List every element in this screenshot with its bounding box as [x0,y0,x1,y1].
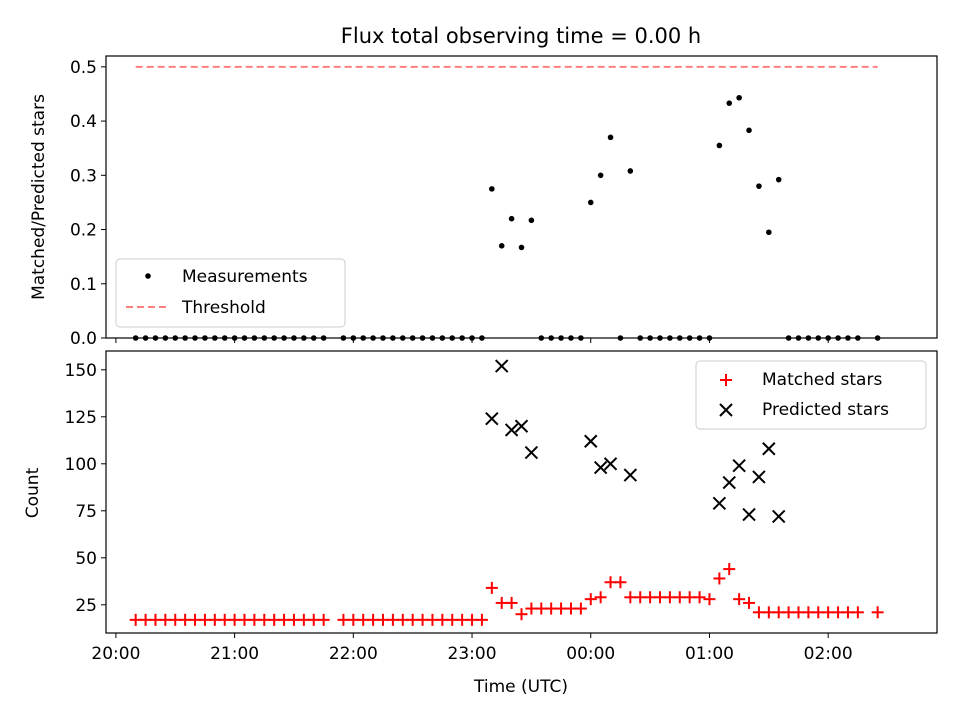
predicted-stars-point [495,359,509,373]
matched-stars-point [475,613,488,626]
matched-stars-point [723,563,736,576]
y-tick-label: 75 [75,502,97,522]
measurement-point [498,243,505,249]
y-tick-label: 50 [75,549,97,569]
y-tick-label: 150 [65,361,97,381]
bottom-legend-box [695,360,927,430]
y-tick-label: 0.4 [70,112,97,132]
bottom-x-ticks: 20:00 21:00 22:00 23:00 00:00 01:00 02:00 [91,633,853,664]
legend-matched-label: Matched stars [762,370,882,390]
y-tick-label: 0.3 [70,166,97,186]
y-tick-label: 25 [75,596,97,616]
measurement-point [726,100,733,106]
predicted-stars-point [712,496,727,510]
matched-stars-point [317,613,330,626]
bottom-panel: 25 50 75 100 125 150 20:00 21:00 22:00 23:00 00:0… [23,350,938,697]
measurement-point [766,229,772,236]
measurement-point [736,94,742,101]
predicted-stars-point [732,458,746,473]
bottom-plot-content [129,359,884,626]
top-y-axis-label: Matched/Predicted stars [29,94,49,300]
matched-stars-point [594,591,607,604]
x-tick-label: 20:00 [91,644,140,664]
predicted-stars-point [722,475,736,490]
y-tick-label: 0.2 [70,221,97,241]
measurement-point [746,127,752,134]
matched-stars-point [733,593,746,606]
x-tick-label: 02:00 [804,644,853,664]
top-x-ticks [115,338,829,343]
measurement-point [627,168,634,174]
legend-predicted-marker [719,403,733,417]
legend-measurements-marker [145,273,151,279]
y-tick-label: 100 [65,455,97,475]
measurement-point [597,172,604,179]
measurement-point [508,215,515,222]
legend-predicted-label: Predicted stars [762,400,889,420]
predicted-stars-point [485,411,499,426]
x-tick-label: 22:00 [329,644,378,664]
top-legend: Measurements Threshold [115,258,346,328]
measurement-point [518,244,525,251]
predicted-stars-point [752,470,766,484]
x-axis-label: Time (UTC) [473,677,568,697]
matched-stars-point [713,572,726,585]
measurement-point [607,134,614,141]
legend-measurements-label: Measurements [182,267,308,287]
x-tick-label: 01:00 [685,644,734,664]
matched-stars-point [693,591,706,604]
legend-matched-marker [720,374,732,386]
predicted-stars-point [603,457,618,471]
top-legend-box [115,258,346,328]
measurement-point [775,176,782,183]
top-plot-content [132,65,881,341]
matched-stars-point [871,606,884,619]
predicted-stars-point [593,460,608,475]
x-tick-label: 00:00 [566,644,615,664]
matched-stars-point [584,593,597,606]
measurement-point [489,186,495,192]
top-y-ticks: 0.0 0.1 0.2 0.3 0.4 0.5 [70,58,106,349]
y-tick-label: 0.0 [70,329,97,349]
predicted-stars-point [504,423,519,437]
matched-stars-point [505,596,518,609]
matched-stars-point [851,606,864,619]
bottom-y-axis-label: Count [23,467,43,518]
predicted-stars-point [524,445,539,460]
measurement-point [756,183,762,189]
bottom-legend: Matched stars Predicted stars [695,360,927,430]
measurement-point [716,142,723,149]
matched-stars-point [703,593,716,606]
predicted-stars-point [772,509,786,524]
y-tick-label: 0.5 [70,58,97,78]
matched-stars-point [485,581,498,594]
y-tick-label: 0.1 [70,275,97,295]
chart-title: Flux total observing time = 0.00 h [341,24,701,48]
top-axes-frame [105,55,938,339]
predicted-stars-point [514,419,529,433]
bottom-axes-frame [105,350,938,634]
legend-threshold-label: Threshold [181,298,266,318]
x-tick-label: 23:00 [448,644,497,664]
matched-stars-point [515,608,528,621]
predicted-stars-point [584,434,598,448]
predicted-stars-point [762,442,776,456]
matched-stars-point [743,596,756,609]
matched-stars-point [574,602,587,615]
y-tick-label: 125 [65,408,97,428]
x-tick-label: 21:00 [210,644,259,664]
matched-stars-point [614,576,627,589]
measurement-point [587,199,594,206]
predicted-stars-point [623,468,638,482]
predicted-stars-point [742,507,756,522]
bottom-y-ticks: 25 50 75 100 125 150 [65,361,106,616]
top-panel: 0.0 0.1 0.2 0.3 0.4 0.5 Matched/Predicted sta… [29,55,938,349]
measurement-point [528,217,535,224]
